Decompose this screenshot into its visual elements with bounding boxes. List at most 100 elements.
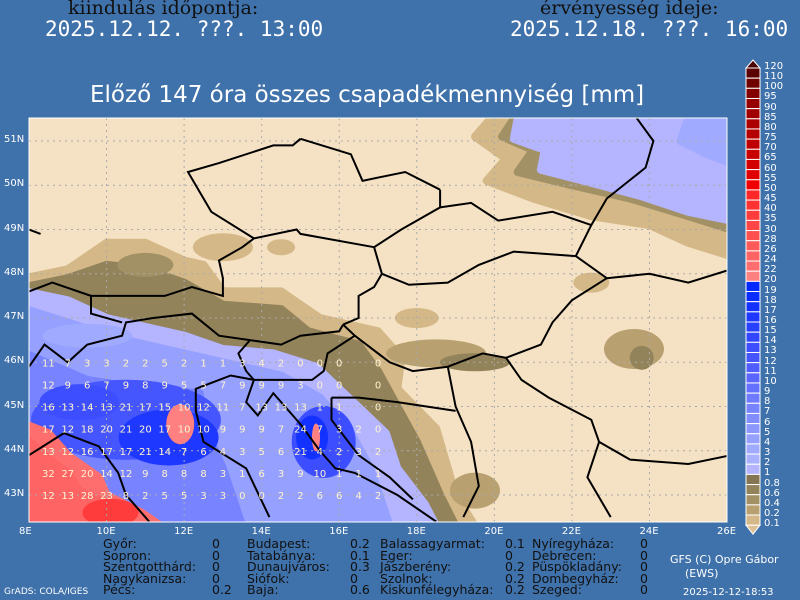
grid-value: 1 <box>336 469 342 480</box>
grid-value: 1 <box>317 403 323 414</box>
init-time-value: 2025.12.12. ???. 13:00 <box>45 17 324 41</box>
legend-label: 11 <box>764 365 777 377</box>
legend-label: 60 <box>764 162 777 174</box>
country-border <box>29 432 65 457</box>
grid-value: 7 <box>220 380 226 391</box>
station-name: Baja: <box>247 582 279 598</box>
legend-swatch <box>745 280 761 293</box>
grid-value: 7 <box>103 380 109 391</box>
grid-value: 9 <box>239 425 245 436</box>
grid-value: 12 <box>42 491 55 502</box>
precip-area-0.2 <box>449 472 500 509</box>
grid-value: 13 <box>100 403 113 414</box>
grid-value: 13 <box>294 403 307 414</box>
grid-value: 21 <box>294 447 307 458</box>
legend-label: 110 <box>764 71 784 83</box>
lon-tick-label: 24E <box>639 526 659 537</box>
legend-swatch <box>745 433 761 445</box>
lon-tick-label: 20E <box>484 526 504 537</box>
map-frame <box>28 117 728 523</box>
credit-line-1: GFS (C) Opre Gábor <box>670 553 779 566</box>
grid-value: 20 <box>81 469 94 480</box>
lat-tick-label: 48N <box>4 266 25 278</box>
legend-label: 26 <box>764 243 777 255</box>
grid-value: 2 <box>181 358 187 369</box>
station-name: Nyíregyháza: <box>532 536 615 551</box>
country-border <box>300 137 441 191</box>
grid-value: 20 <box>100 425 113 436</box>
station-name: Győr: <box>103 536 137 551</box>
grid-value: 15 <box>158 403 171 414</box>
country-border <box>586 441 612 518</box>
legend-swatch <box>745 189 761 201</box>
legend-label: 22 <box>764 264 777 276</box>
legend-swatch <box>745 118 761 130</box>
grid-value: 0 <box>317 380 323 391</box>
grid-value: 3 <box>103 358 109 369</box>
legend-swatch <box>745 504 761 516</box>
legend-label: 45 <box>764 193 777 205</box>
legend-swatch <box>745 67 761 79</box>
grid-value: 12 <box>120 469 133 480</box>
grid-value: 4 <box>258 358 264 369</box>
grid-value: 1 <box>200 358 206 369</box>
grid-value: 1 <box>336 403 342 414</box>
lon-tick-label: 22E <box>561 526 581 537</box>
station-name: Eger: <box>380 547 413 563</box>
grid-value: 21 <box>139 447 152 458</box>
grid-value: 0 <box>336 358 342 369</box>
grads-source: GrADS: COLA/IGES <box>4 587 89 597</box>
grid-value: 6 <box>258 469 264 480</box>
station-name: Jászberény: <box>380 559 452 575</box>
legend-label: 30 <box>764 223 777 235</box>
legend-swatch <box>745 494 761 506</box>
grid-value: 12 <box>61 425 74 436</box>
grid-value: 6 <box>336 491 342 502</box>
country-border <box>186 138 302 240</box>
grid-value: 1 <box>355 469 361 480</box>
grid-value: 13 <box>61 403 74 414</box>
grid-value: 13 <box>42 447 55 458</box>
grid-value: 9 <box>239 380 245 391</box>
grid-value: 2 <box>375 447 381 458</box>
country-border <box>63 432 150 522</box>
legend-label: 20 <box>764 274 777 286</box>
grid-value: 6 <box>317 491 323 502</box>
grid-value: 12 <box>61 447 74 458</box>
grid-value: 3 <box>220 469 226 480</box>
precip-area-1 <box>509 118 727 224</box>
precip-area-40 <box>82 498 139 522</box>
lon-tick-label: 10E <box>96 526 116 537</box>
country-border <box>29 312 251 368</box>
lon-tick-label: 16E <box>329 526 349 537</box>
grid-value: 2 <box>278 491 284 502</box>
station-name: Siófok: <box>247 570 290 586</box>
grid-value: 8 <box>181 469 187 480</box>
station-value: 0 <box>505 547 513 563</box>
lon-tick-label: 14E <box>251 526 271 537</box>
lat-tick-label: 49N <box>4 222 25 234</box>
country-border <box>447 352 507 368</box>
station-value: 0 <box>640 582 648 598</box>
grid-value: 4 <box>355 491 361 502</box>
legend-swatch <box>745 169 761 181</box>
legend-label: 7 <box>764 406 771 418</box>
grid-value: 0 <box>239 491 245 502</box>
grid-value: 2 <box>142 358 148 369</box>
legend-swatch <box>745 270 761 282</box>
grid-value: 3 <box>336 425 342 436</box>
station-value: 0 <box>640 547 648 563</box>
legend-label: 70 <box>764 142 777 154</box>
grid-value: 3 <box>297 380 303 391</box>
station-value: 0 <box>640 559 648 575</box>
grid-value: 10 <box>313 469 326 480</box>
country-border <box>381 250 576 286</box>
grid-value: 14 <box>158 447 171 458</box>
country-border <box>505 277 608 359</box>
grid-value: 9 <box>278 380 284 391</box>
legend-label: 95 <box>764 91 777 103</box>
country-border <box>505 357 601 443</box>
station-value: 0 <box>212 559 220 575</box>
legend-label: 100 <box>764 81 784 93</box>
country-border <box>439 201 592 227</box>
